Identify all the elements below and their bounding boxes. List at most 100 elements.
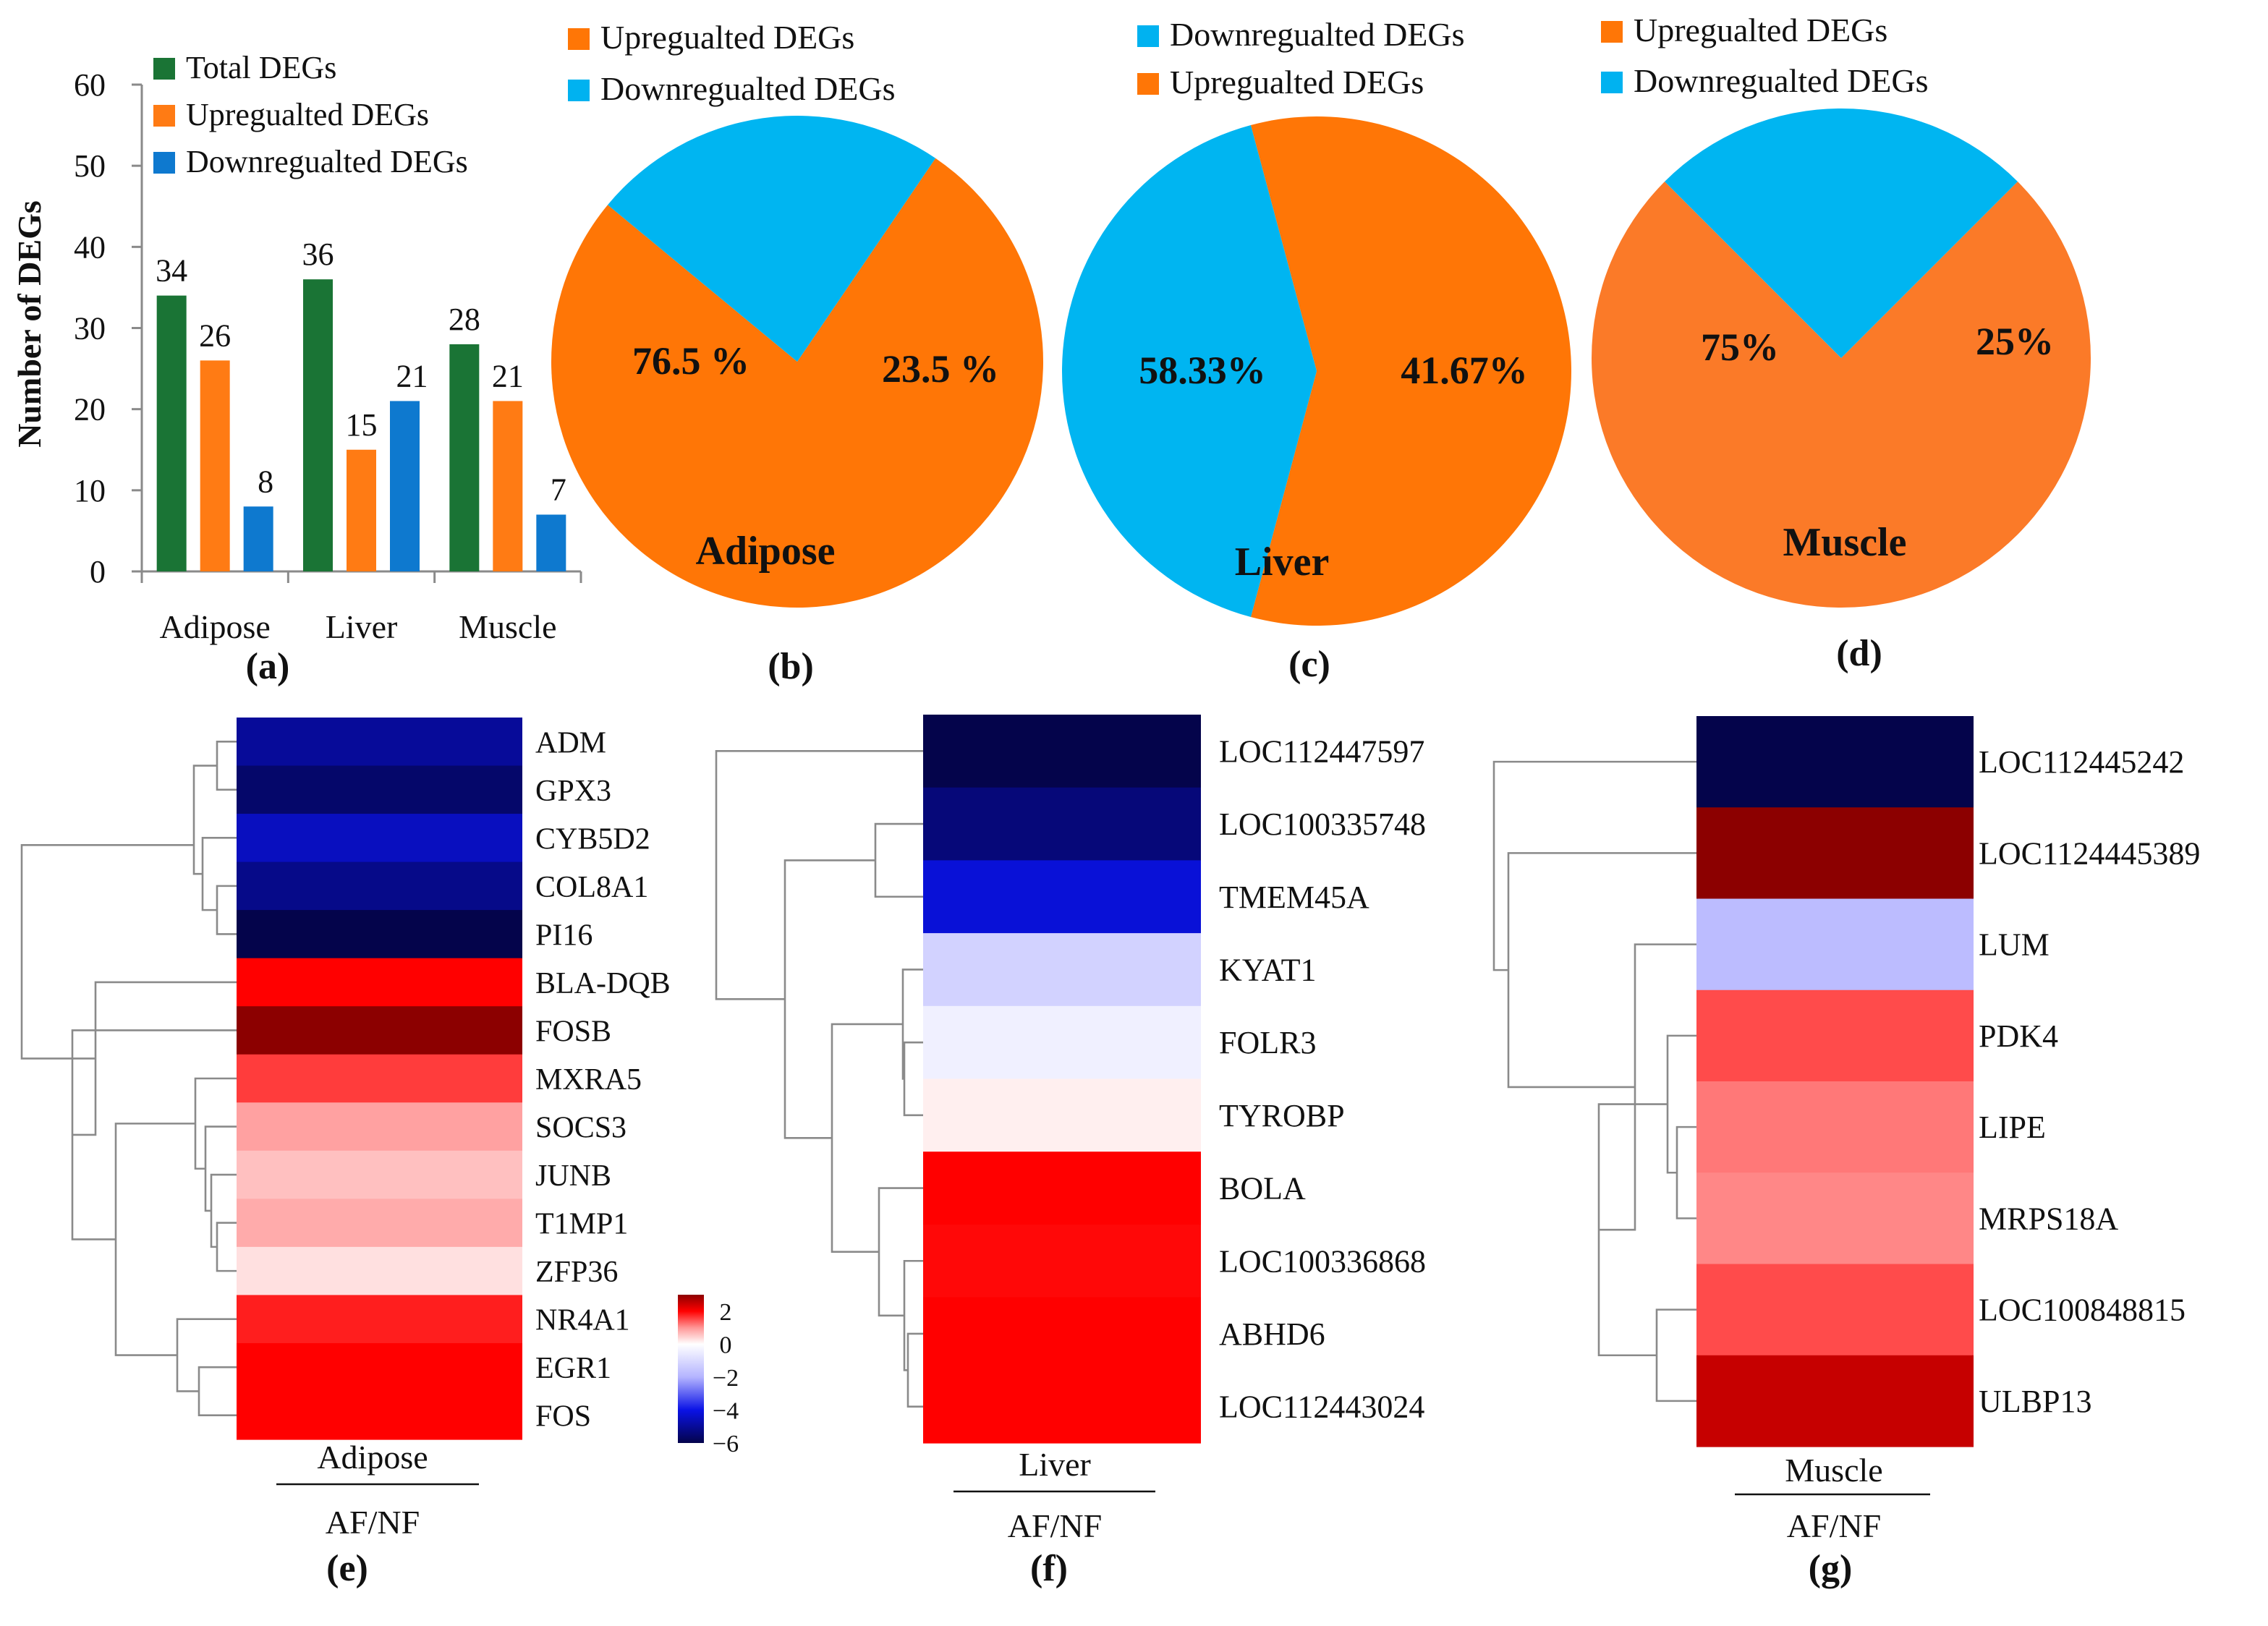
bar-data-label: 36 xyxy=(302,237,334,272)
heatmap-gene-label: LOC112443024 xyxy=(1219,1389,1424,1425)
heatmap-cell-folr3 xyxy=(923,1005,1201,1080)
panel-label-d: (d) xyxy=(1836,633,1882,674)
heatmap-gene-label: FOSB xyxy=(535,1015,611,1048)
heatmap-cell-tyrobp xyxy=(923,1078,1201,1152)
pie-legend-label: Upregualted DEGs xyxy=(600,19,854,56)
pie-slice-downregualted-degs xyxy=(1062,124,1317,618)
pie-legend-swatch xyxy=(1137,25,1159,47)
heatmap-gene-label: LUM xyxy=(1979,927,2050,963)
heatmap-gene-label: JUNB xyxy=(535,1159,611,1193)
panel-label-c: (c) xyxy=(1288,644,1330,685)
panel-label-b: (b) xyxy=(768,646,814,687)
bar-ytick-label: 20 xyxy=(74,392,106,427)
heatmap-cell-loc112445242 xyxy=(1696,716,1974,808)
heatmap-gene-label: LOC100335748 xyxy=(1219,806,1426,842)
pie-value-label: 58.33% xyxy=(1139,349,1266,392)
heatmap-cell-socs3 xyxy=(237,1102,522,1152)
heatmap-gene-label: LOC112445242 xyxy=(1979,744,2184,780)
bar-total-degs-liver xyxy=(303,279,333,571)
pie-legend-swatch xyxy=(1601,72,1623,93)
dendrogram-branch xyxy=(20,844,194,1060)
heatmap-cell-nr4a1 xyxy=(237,1295,522,1344)
bar-legend: Total DEGs Upregualted DEGs Downregualted … xyxy=(153,50,468,179)
heatmap-gene-label: TMEM45A xyxy=(1219,880,1369,915)
heatmap-cell-pi16 xyxy=(237,910,522,959)
heatmap-gene-label: ADM xyxy=(535,726,606,759)
heatmap-gene-label: MRPS18A xyxy=(1979,1201,2118,1236)
heatmap-cell-col8a1 xyxy=(237,861,522,911)
heatmap-column-label: Adipose xyxy=(317,1439,428,1476)
pie-value-label: 25% xyxy=(1976,320,2054,363)
panel-label-f: (f) xyxy=(1030,1548,1068,1589)
pie-slice-upregualted-degs xyxy=(1250,116,1571,626)
pie-legend-swatch xyxy=(568,28,590,50)
bar-data-label: 21 xyxy=(396,358,428,393)
heatmap-gene-label: LOC100848815 xyxy=(1979,1293,2186,1328)
heatmap-cell-ulbp13 xyxy=(1696,1355,1974,1447)
heatmap-gene-label: LOC1124445389 xyxy=(1979,835,2200,871)
pie-muscle: 75% 25% Muscle Upregualted DEGs Downregualte… xyxy=(1592,12,2091,608)
bar-data-label: 34 xyxy=(156,253,187,289)
heatmap-cell-loc1124445389 xyxy=(1696,807,1974,900)
heatmap-cell-mxra5 xyxy=(237,1054,522,1103)
pie-charts: 76.5 % 23.5 % Adipose Upregualted DEGs Downr… xyxy=(551,12,2091,626)
dendrogram-liver xyxy=(715,750,923,1408)
dendrogram-branch xyxy=(1492,760,1696,971)
heatmap-xlabel: AF/NF xyxy=(326,1504,420,1541)
bar-upregualted-degs-liver xyxy=(347,449,376,571)
heatmap-gene-label: BLA-DQB xyxy=(535,967,671,1000)
colorbar-tick-label: 0 xyxy=(720,1332,732,1358)
heatmap-cell-junb xyxy=(237,1150,522,1199)
heatmaps: ADM GPX3 CYB5D2 COL8A1 PI16 BLA-DQB FOSB MXRA5 S… xyxy=(20,715,2200,1544)
bar-category-label: Muscle xyxy=(459,608,556,645)
heatmap-column-label: Muscle xyxy=(1785,1452,1882,1489)
bar-axes: 0 10 20 30 40 50 60 Adipose Liver Muscle xyxy=(74,67,582,645)
colorbar-tick-label: −6 xyxy=(713,1431,739,1457)
pie-legend-label: Upregualted DEGs xyxy=(1170,64,1424,101)
bar-ytick-label: 40 xyxy=(74,229,106,265)
panel-label-e: (e) xyxy=(326,1548,368,1589)
heatmap-gene-label: ABHD6 xyxy=(1219,1316,1325,1352)
pie-legend-swatch xyxy=(1601,21,1623,43)
heatmap-cell-gpx3 xyxy=(237,765,522,814)
pie-liver: 58.33% 41.67% Liver Downregualted DEGs Upreg… xyxy=(1062,16,1571,626)
heatmap-cell-egr1 xyxy=(237,1342,522,1392)
bar-ytick-label: 10 xyxy=(74,473,106,508)
panel-label-g: (g) xyxy=(1809,1548,1853,1589)
colorbar-tick-label: 2 xyxy=(720,1299,732,1326)
bar-downregualted-degs-muscle xyxy=(536,514,566,571)
bar-data-label: 8 xyxy=(258,464,273,499)
heatmap-gene-label: LIPE xyxy=(1979,1110,2046,1145)
bar-total-degs-muscle xyxy=(449,344,480,571)
bar-ytick-label: 50 xyxy=(74,148,106,184)
heatmap-gene-label: ULBP13 xyxy=(1979,1384,2091,1419)
bar-ytick-label: 60 xyxy=(74,67,106,103)
heatmap-cell-pdk4 xyxy=(1696,989,1974,1082)
heatmap-gene-label: TYROBP xyxy=(1219,1098,1345,1133)
heatmap-gene-label: T1MP1 xyxy=(535,1208,628,1241)
heatmap-cell-bola xyxy=(923,1152,1201,1225)
heatmap-gene-label: BOLA xyxy=(1219,1171,1306,1206)
heatmap-cell-abhd6 xyxy=(923,1297,1201,1371)
heatmap-cell-loc112443024 xyxy=(923,1370,1201,1444)
bar-legend-swatch xyxy=(153,152,175,174)
heatmap-gene-label: PI16 xyxy=(535,919,593,952)
pie-legend-swatch xyxy=(1137,73,1159,95)
heatmap-gene-label: COL8A1 xyxy=(535,871,648,904)
bar-legend-swatch xyxy=(153,58,175,80)
panel-label-a: (a) xyxy=(246,646,290,687)
heatmap-cell-lum xyxy=(1696,898,1974,991)
bar-ytick-label: 30 xyxy=(74,311,106,346)
bar-downregualted-degs-liver xyxy=(390,401,420,571)
pie-value-label: 41.67% xyxy=(1401,349,1528,392)
pie-title: Liver xyxy=(1235,540,1330,584)
dendrogram-muscle xyxy=(1492,760,1696,1402)
colorbar-bar xyxy=(678,1295,704,1443)
bar-legend-label: Upregualted DEGs xyxy=(186,97,429,132)
heatmap-cell-loc100335748 xyxy=(923,787,1201,861)
pie-title: Adipose xyxy=(696,529,836,574)
pie-value-label: 23.5 % xyxy=(882,347,999,391)
pie-title: Muscle xyxy=(1783,520,1906,565)
pie-legend-label: Downregualted DEGs xyxy=(600,70,896,107)
pie-legend-label: Downregualted DEGs xyxy=(1634,62,1929,99)
